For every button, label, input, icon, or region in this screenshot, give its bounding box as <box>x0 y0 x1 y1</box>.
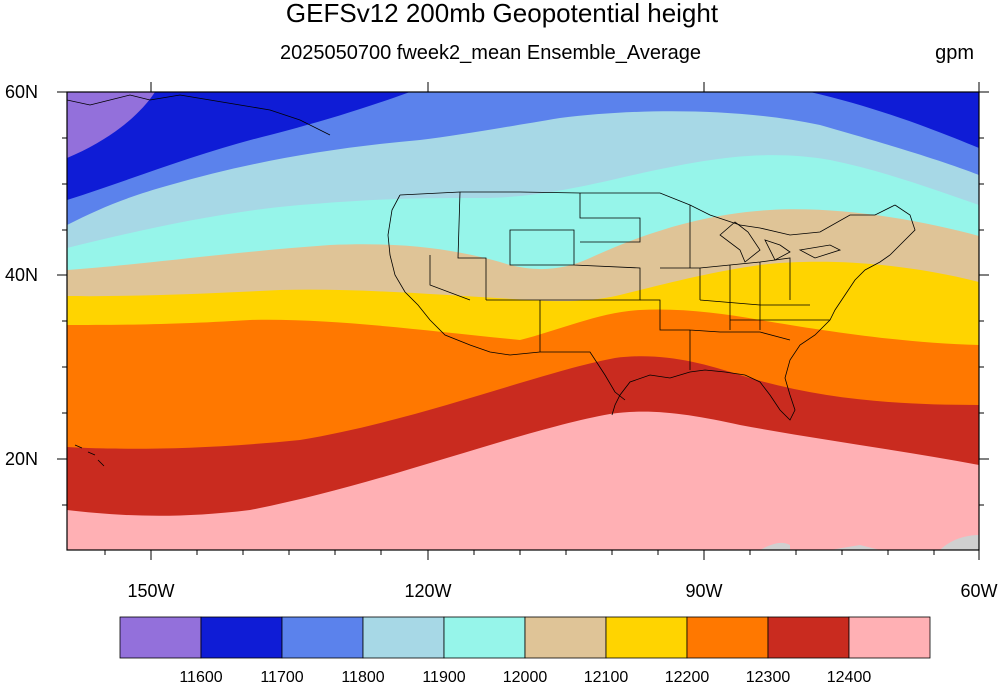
colorbar-swatch <box>767 616 850 659</box>
lat-label-40n: 40N <box>5 265 38 285</box>
colorbar-swatch <box>200 616 283 659</box>
map-title: GEFSv12 200mb Geopotential height <box>285 0 719 28</box>
units-label: gpm <box>935 42 974 64</box>
us-west-coast <box>387 194 511 356</box>
band-11600-11700 <box>67 92 410 200</box>
colorbar-swatch <box>605 616 688 659</box>
us-east-coast <box>744 204 916 421</box>
lon-label-150w: 150W <box>127 581 174 601</box>
band-11600-11700-east <box>810 92 979 148</box>
colorbar-swatch <box>281 616 364 659</box>
colorbar-label: 12200 <box>665 669 710 684</box>
colorbar-swatch <box>524 616 607 659</box>
colorbar-label: 11700 <box>260 669 303 684</box>
map-subtitle: 2025050700 fweek2_mean Ensemble_Average <box>280 42 702 64</box>
colorbar-label: 11600 <box>179 669 222 684</box>
colorbar: 11600 11700 11800 11900 12000 12100 12200 12300… <box>119 616 931 684</box>
colorbar-label: 11900 <box>422 669 465 684</box>
lat-label-60n: 60N <box>5 82 38 102</box>
lat-label-20n: 20N <box>5 449 38 469</box>
colorbar-swatch <box>686 616 769 659</box>
colorbar-label: 12300 <box>746 669 791 684</box>
coastlines-and-borders <box>67 94 916 467</box>
lat-ticks <box>57 91 989 506</box>
state-lines-central <box>640 205 830 370</box>
lon-label-90w: 90W <box>685 581 722 601</box>
us-canada-border <box>399 191 896 236</box>
gulf-coast <box>611 369 746 416</box>
alaska-coast <box>67 94 331 136</box>
colorbar-label: 11800 <box>341 669 384 684</box>
colorbar-label: 12000 <box>503 669 548 684</box>
grey-land-masks <box>760 535 979 550</box>
contour-fill <box>67 92 979 550</box>
lon-label-120w: 120W <box>404 581 451 601</box>
lon-ticks <box>104 82 980 560</box>
colorbar-label: 12400 <box>827 669 872 684</box>
hawaii <box>74 444 105 467</box>
colorbar-swatch <box>443 616 526 659</box>
colorbar-swatch <box>362 616 445 659</box>
lon-label-60w: 60W <box>960 581 997 601</box>
great-lakes <box>719 221 842 263</box>
colorbar-swatch <box>848 616 931 659</box>
state-lines-west <box>429 191 641 352</box>
colorbar-swatch <box>119 616 202 659</box>
colorbar-label: 12100 <box>584 669 629 684</box>
band-below-11600 <box>67 92 155 158</box>
